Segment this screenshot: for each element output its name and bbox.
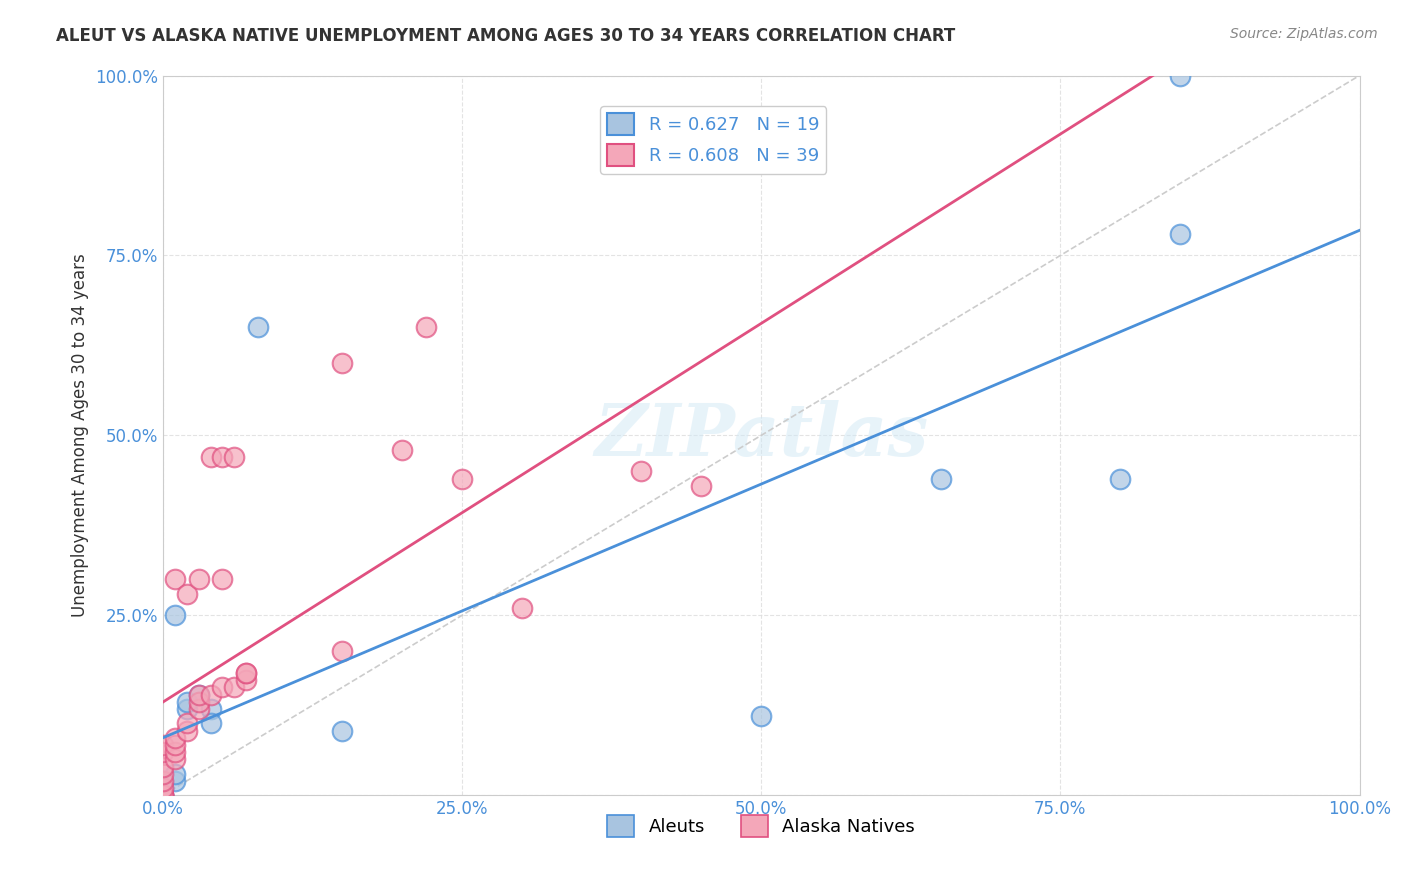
- Point: [152, 738, 174, 752]
- Point: [415, 320, 437, 334]
- Point: [176, 723, 198, 738]
- Point: [1109, 472, 1132, 486]
- Point: [224, 450, 246, 464]
- Point: [235, 666, 257, 681]
- Point: [690, 479, 713, 493]
- Point: [224, 681, 246, 695]
- Point: [200, 450, 222, 464]
- Point: [152, 766, 174, 780]
- Point: [330, 644, 353, 658]
- Point: [929, 472, 952, 486]
- Point: [152, 745, 174, 759]
- Point: [176, 587, 198, 601]
- Point: [152, 781, 174, 796]
- Point: [330, 356, 353, 370]
- Point: [152, 774, 174, 789]
- Point: [187, 695, 209, 709]
- Point: [510, 601, 533, 615]
- Point: [187, 688, 209, 702]
- Point: [152, 789, 174, 803]
- Point: [187, 688, 209, 702]
- Point: [200, 702, 222, 716]
- Point: [235, 673, 257, 688]
- Point: [163, 752, 186, 766]
- Point: [152, 781, 174, 796]
- Point: [187, 573, 209, 587]
- Point: [163, 738, 186, 752]
- Point: [152, 781, 174, 796]
- Point: [163, 745, 186, 759]
- Y-axis label: Unemployment Among Ages 30 to 34 years: Unemployment Among Ages 30 to 34 years: [72, 253, 89, 617]
- Point: [247, 320, 270, 334]
- Point: [187, 702, 209, 716]
- Point: [330, 723, 353, 738]
- Point: [211, 681, 233, 695]
- Point: [163, 608, 186, 623]
- Point: [391, 442, 413, 457]
- Text: ZIPatlas: ZIPatlas: [593, 400, 928, 471]
- Text: Source: ZipAtlas.com: Source: ZipAtlas.com: [1230, 27, 1378, 41]
- Legend: Aleuts, Alaska Natives: Aleuts, Alaska Natives: [600, 807, 922, 844]
- Point: [630, 465, 652, 479]
- Point: [152, 789, 174, 803]
- Point: [235, 666, 257, 681]
- Point: [163, 766, 186, 780]
- Point: [200, 716, 222, 731]
- Point: [163, 573, 186, 587]
- Point: [176, 702, 198, 716]
- Point: [176, 716, 198, 731]
- Point: [211, 450, 233, 464]
- Point: [152, 759, 174, 773]
- Point: [211, 573, 233, 587]
- Point: [450, 472, 472, 486]
- Point: [1168, 69, 1191, 83]
- Point: [200, 688, 222, 702]
- Point: [163, 774, 186, 789]
- Point: [152, 774, 174, 789]
- Point: [176, 695, 198, 709]
- Point: [152, 789, 174, 803]
- Point: [1168, 227, 1191, 241]
- Point: [152, 789, 174, 803]
- Text: ALEUT VS ALASKA NATIVE UNEMPLOYMENT AMONG AGES 30 TO 34 YEARS CORRELATION CHART: ALEUT VS ALASKA NATIVE UNEMPLOYMENT AMON…: [56, 27, 956, 45]
- Point: [749, 709, 772, 723]
- Point: [163, 731, 186, 745]
- Point: [152, 789, 174, 803]
